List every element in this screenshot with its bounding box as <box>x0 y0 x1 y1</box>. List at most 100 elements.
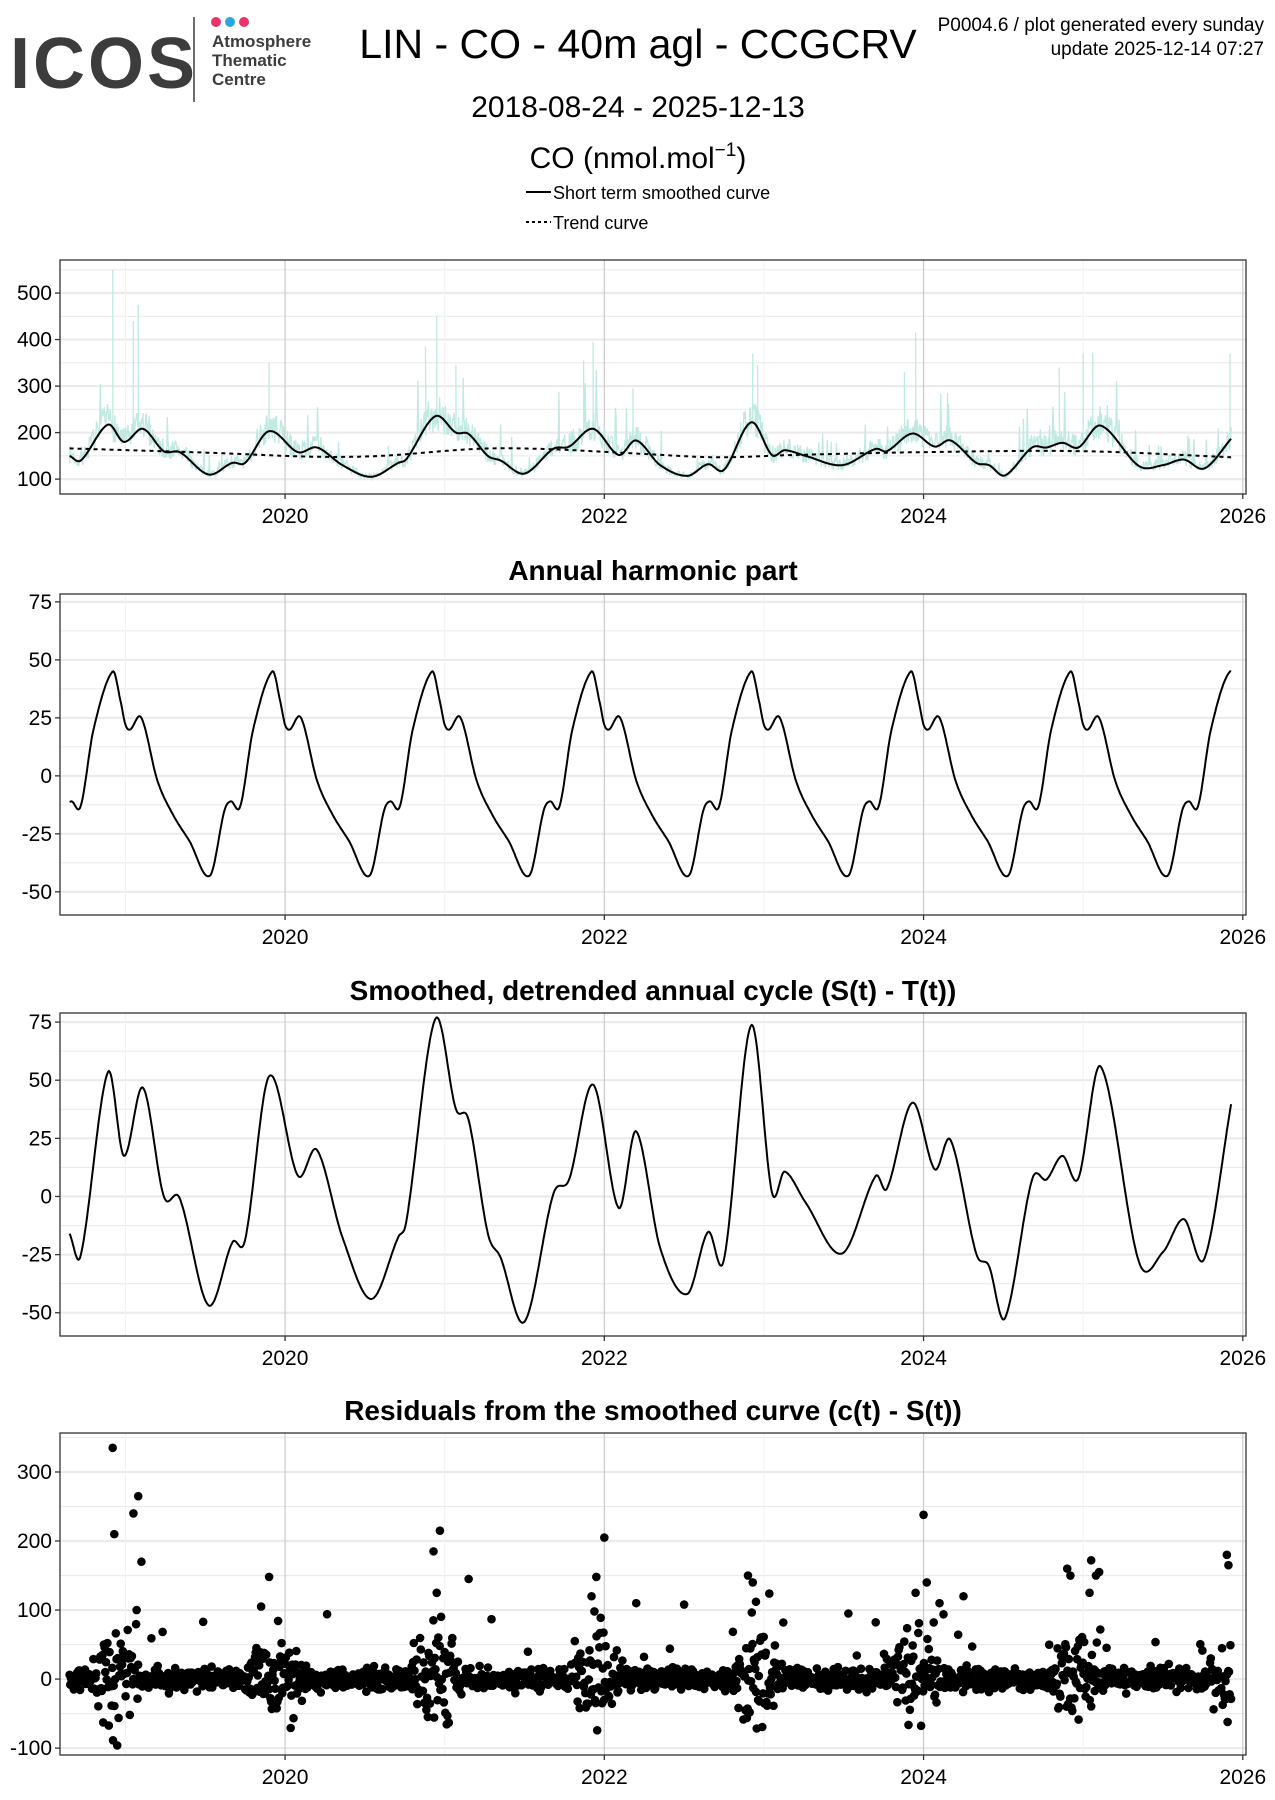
residual-outlier-point <box>132 1605 141 1615</box>
residual-outlier-point <box>1222 1550 1232 1560</box>
residual-outlier-point <box>133 1491 143 1501</box>
y-tick-label: -100 <box>10 1737 52 1760</box>
residual-point <box>89 1654 98 1664</box>
residual-point <box>563 1684 573 1693</box>
residual-point <box>905 1705 915 1715</box>
residual-point <box>1151 1637 1160 1647</box>
panel-3: -50 -25 0 25 50 75 2020 2022 2024 2026 <box>22 1011 1267 1370</box>
residual-outlier-point <box>679 1600 689 1609</box>
x-tick-label: 2026 <box>1219 1347 1266 1370</box>
residual-point <box>546 1666 555 1676</box>
residual-point <box>103 1638 112 1648</box>
residual-point <box>576 1649 585 1658</box>
residual-point <box>261 1650 271 1659</box>
residual-point <box>745 1708 754 1717</box>
panel-1: 100 200 300 400 500 2020 2022 2024 2026 <box>17 259 1266 528</box>
residual-point <box>380 1663 390 1672</box>
residual-point <box>1053 1644 1062 1653</box>
y-tick-label: -50 <box>22 881 52 904</box>
residual-point <box>939 1610 948 1619</box>
residual-point <box>277 1638 286 1648</box>
residual-outlier-point <box>751 1597 761 1607</box>
logo-sub-3: Centre <box>212 70 266 89</box>
smoothed-curve <box>69 414 1232 478</box>
residual-point <box>466 1663 475 1673</box>
residual-point <box>769 1701 778 1711</box>
residual-outlier-point <box>264 1572 274 1582</box>
unit-label: CO (nmol.mol−1) <box>530 140 747 175</box>
y-tick-label: 75 <box>29 1011 52 1034</box>
residual-point <box>1102 1643 1111 1653</box>
logo-text: ICOS <box>10 24 198 104</box>
residual-point <box>439 1698 449 1707</box>
residual-point <box>758 1722 767 1732</box>
residual-outlier-point <box>1062 1564 1072 1573</box>
residual-point <box>603 1660 612 1670</box>
residual-point <box>101 1667 110 1677</box>
residual-outlier-point <box>592 1572 601 1582</box>
residual-point <box>1051 1664 1060 1674</box>
residual-point <box>1224 1667 1234 1677</box>
residual-point <box>123 1625 132 1635</box>
residual-point <box>900 1637 909 1646</box>
y-tick-label: 300 <box>17 1461 52 1484</box>
residual-point <box>483 1663 493 1672</box>
meta-line-1: P0004.6 / plot generated every sunday <box>938 15 1265 36</box>
residual-point <box>292 1646 301 1656</box>
residual-point <box>369 1661 379 1671</box>
residual-point <box>728 1627 738 1637</box>
plot-border <box>59 1432 1247 1756</box>
residual-outlier-point <box>429 1547 438 1556</box>
residual-point <box>444 1718 454 1727</box>
residual-point <box>592 1726 602 1735</box>
residual-point <box>639 1652 649 1662</box>
y-tick-label: 100 <box>17 1599 52 1622</box>
residual-point <box>1082 1682 1091 1692</box>
icos-logo: ICOS Atmosphere Thematic Centre <box>10 17 311 104</box>
residual-point <box>571 1672 581 1682</box>
plot-border <box>59 259 1247 495</box>
residual-outlier-point <box>1066 1571 1075 1580</box>
residual-point <box>316 1688 326 1697</box>
residual-point <box>322 1609 332 1619</box>
residual-point <box>902 1623 912 1633</box>
residual-outlier-point <box>587 1591 596 1601</box>
residual-point <box>585 1646 594 1655</box>
residual-point <box>105 1647 114 1657</box>
residual-point <box>852 1651 862 1660</box>
residual-point <box>779 1618 788 1627</box>
x-tick-label: 2020 <box>262 926 309 949</box>
residual-point <box>777 1659 787 1669</box>
residual-point <box>590 1607 599 1616</box>
residual-point <box>453 1657 463 1666</box>
residual-point <box>893 1697 902 1707</box>
residual-point <box>1060 1675 1069 1685</box>
residual-point <box>104 1721 114 1730</box>
residual-point <box>748 1639 757 1649</box>
residual-point <box>1044 1640 1054 1649</box>
legend-trend-label: Trend curve <box>553 213 648 233</box>
residual-point <box>264 1685 274 1694</box>
residual-point <box>1056 1692 1065 1701</box>
residual-point <box>844 1609 853 1618</box>
residual-point <box>1096 1625 1105 1634</box>
y-tick-label: 50 <box>29 1069 52 1092</box>
x-tick-label: 2024 <box>900 1347 947 1370</box>
plot-border <box>59 593 1247 916</box>
legend-smoothed-label: Short term smoothed curve <box>553 183 770 203</box>
y-tick-label: -25 <box>22 823 52 846</box>
residual-point <box>434 1633 443 1642</box>
residual-point <box>1054 1702 1064 1712</box>
residual-point <box>1217 1643 1227 1653</box>
plot-background <box>60 1013 1246 1336</box>
residual-point <box>1176 1683 1185 1693</box>
residual-point <box>109 1681 118 1690</box>
residual-point <box>423 1712 433 1722</box>
y-tick-label: -50 <box>22 1302 52 1325</box>
x-tick-label: 2022 <box>581 505 628 528</box>
residual-point <box>899 1659 908 1669</box>
residual-point <box>110 1701 119 1711</box>
residual-point <box>301 1661 311 1670</box>
